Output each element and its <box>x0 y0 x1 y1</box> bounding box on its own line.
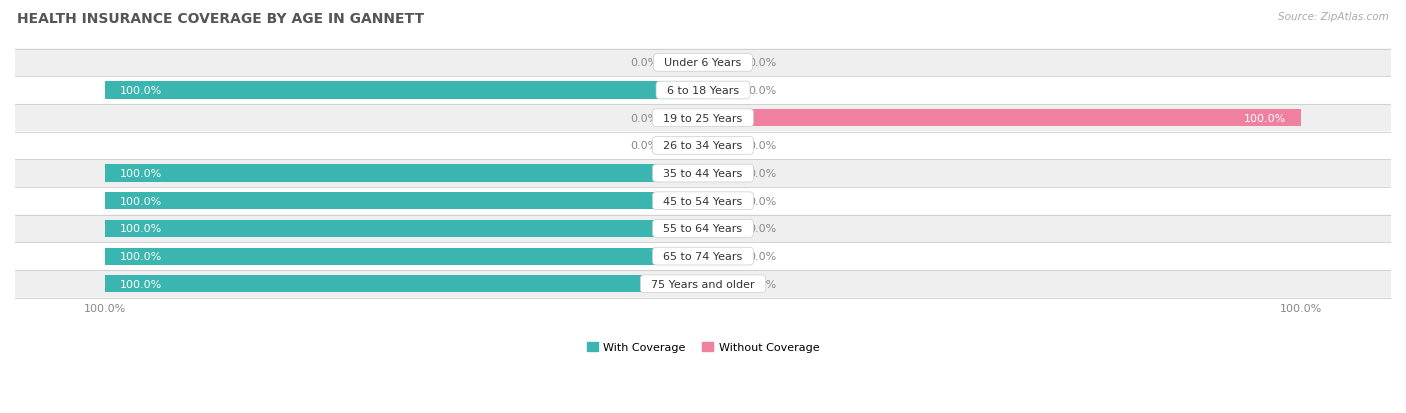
Bar <box>104 220 703 237</box>
Bar <box>703 82 742 100</box>
Bar <box>104 275 703 293</box>
Legend: With Coverage, Without Coverage: With Coverage, Without Coverage <box>582 337 824 356</box>
Text: 100.0%: 100.0% <box>120 86 162 96</box>
Text: 100.0%: 100.0% <box>120 196 162 206</box>
Text: 26 to 34 Years: 26 to 34 Years <box>657 141 749 151</box>
Bar <box>703 275 742 293</box>
FancyBboxPatch shape <box>15 270 1391 298</box>
Bar <box>664 138 703 154</box>
Text: 100.0%: 100.0% <box>120 169 162 179</box>
Text: 100.0%: 100.0% <box>120 224 162 234</box>
Bar <box>703 110 1302 127</box>
Bar <box>104 82 703 100</box>
Text: 65 to 74 Years: 65 to 74 Years <box>657 252 749 261</box>
FancyBboxPatch shape <box>15 50 1391 77</box>
FancyBboxPatch shape <box>15 132 1391 160</box>
Text: 0.0%: 0.0% <box>748 86 776 96</box>
FancyBboxPatch shape <box>15 188 1391 215</box>
Text: 35 to 44 Years: 35 to 44 Years <box>657 169 749 179</box>
Text: 55 to 64 Years: 55 to 64 Years <box>657 224 749 234</box>
Text: 0.0%: 0.0% <box>748 141 776 151</box>
Text: Source: ZipAtlas.com: Source: ZipAtlas.com <box>1278 12 1389 22</box>
Bar <box>703 165 742 182</box>
FancyBboxPatch shape <box>15 160 1391 188</box>
Bar <box>104 193 703 210</box>
FancyBboxPatch shape <box>15 104 1391 132</box>
Text: 0.0%: 0.0% <box>748 169 776 179</box>
Bar <box>104 248 703 265</box>
Bar <box>703 138 742 154</box>
Text: 100.0%: 100.0% <box>1244 114 1286 123</box>
Text: 0.0%: 0.0% <box>748 279 776 289</box>
Text: 0.0%: 0.0% <box>630 141 658 151</box>
Text: 100.0%: 100.0% <box>120 252 162 261</box>
FancyBboxPatch shape <box>15 215 1391 243</box>
Text: 0.0%: 0.0% <box>748 196 776 206</box>
Text: 0.0%: 0.0% <box>748 224 776 234</box>
Bar <box>703 248 742 265</box>
Text: 0.0%: 0.0% <box>748 58 776 68</box>
Bar <box>664 110 703 127</box>
Text: 0.0%: 0.0% <box>630 114 658 123</box>
FancyBboxPatch shape <box>15 77 1391 104</box>
Text: Under 6 Years: Under 6 Years <box>658 58 748 68</box>
Text: 0.0%: 0.0% <box>630 58 658 68</box>
Text: HEALTH INSURANCE COVERAGE BY AGE IN GANNETT: HEALTH INSURANCE COVERAGE BY AGE IN GANN… <box>17 12 425 26</box>
Text: 100.0%: 100.0% <box>120 279 162 289</box>
Bar <box>703 55 742 72</box>
Bar <box>104 165 703 182</box>
Text: 6 to 18 Years: 6 to 18 Years <box>659 86 747 96</box>
Bar <box>703 220 742 237</box>
FancyBboxPatch shape <box>15 243 1391 270</box>
Text: 45 to 54 Years: 45 to 54 Years <box>657 196 749 206</box>
Bar <box>664 55 703 72</box>
Bar <box>703 193 742 210</box>
Text: 0.0%: 0.0% <box>748 252 776 261</box>
Text: 75 Years and older: 75 Years and older <box>644 279 762 289</box>
Text: 19 to 25 Years: 19 to 25 Years <box>657 114 749 123</box>
